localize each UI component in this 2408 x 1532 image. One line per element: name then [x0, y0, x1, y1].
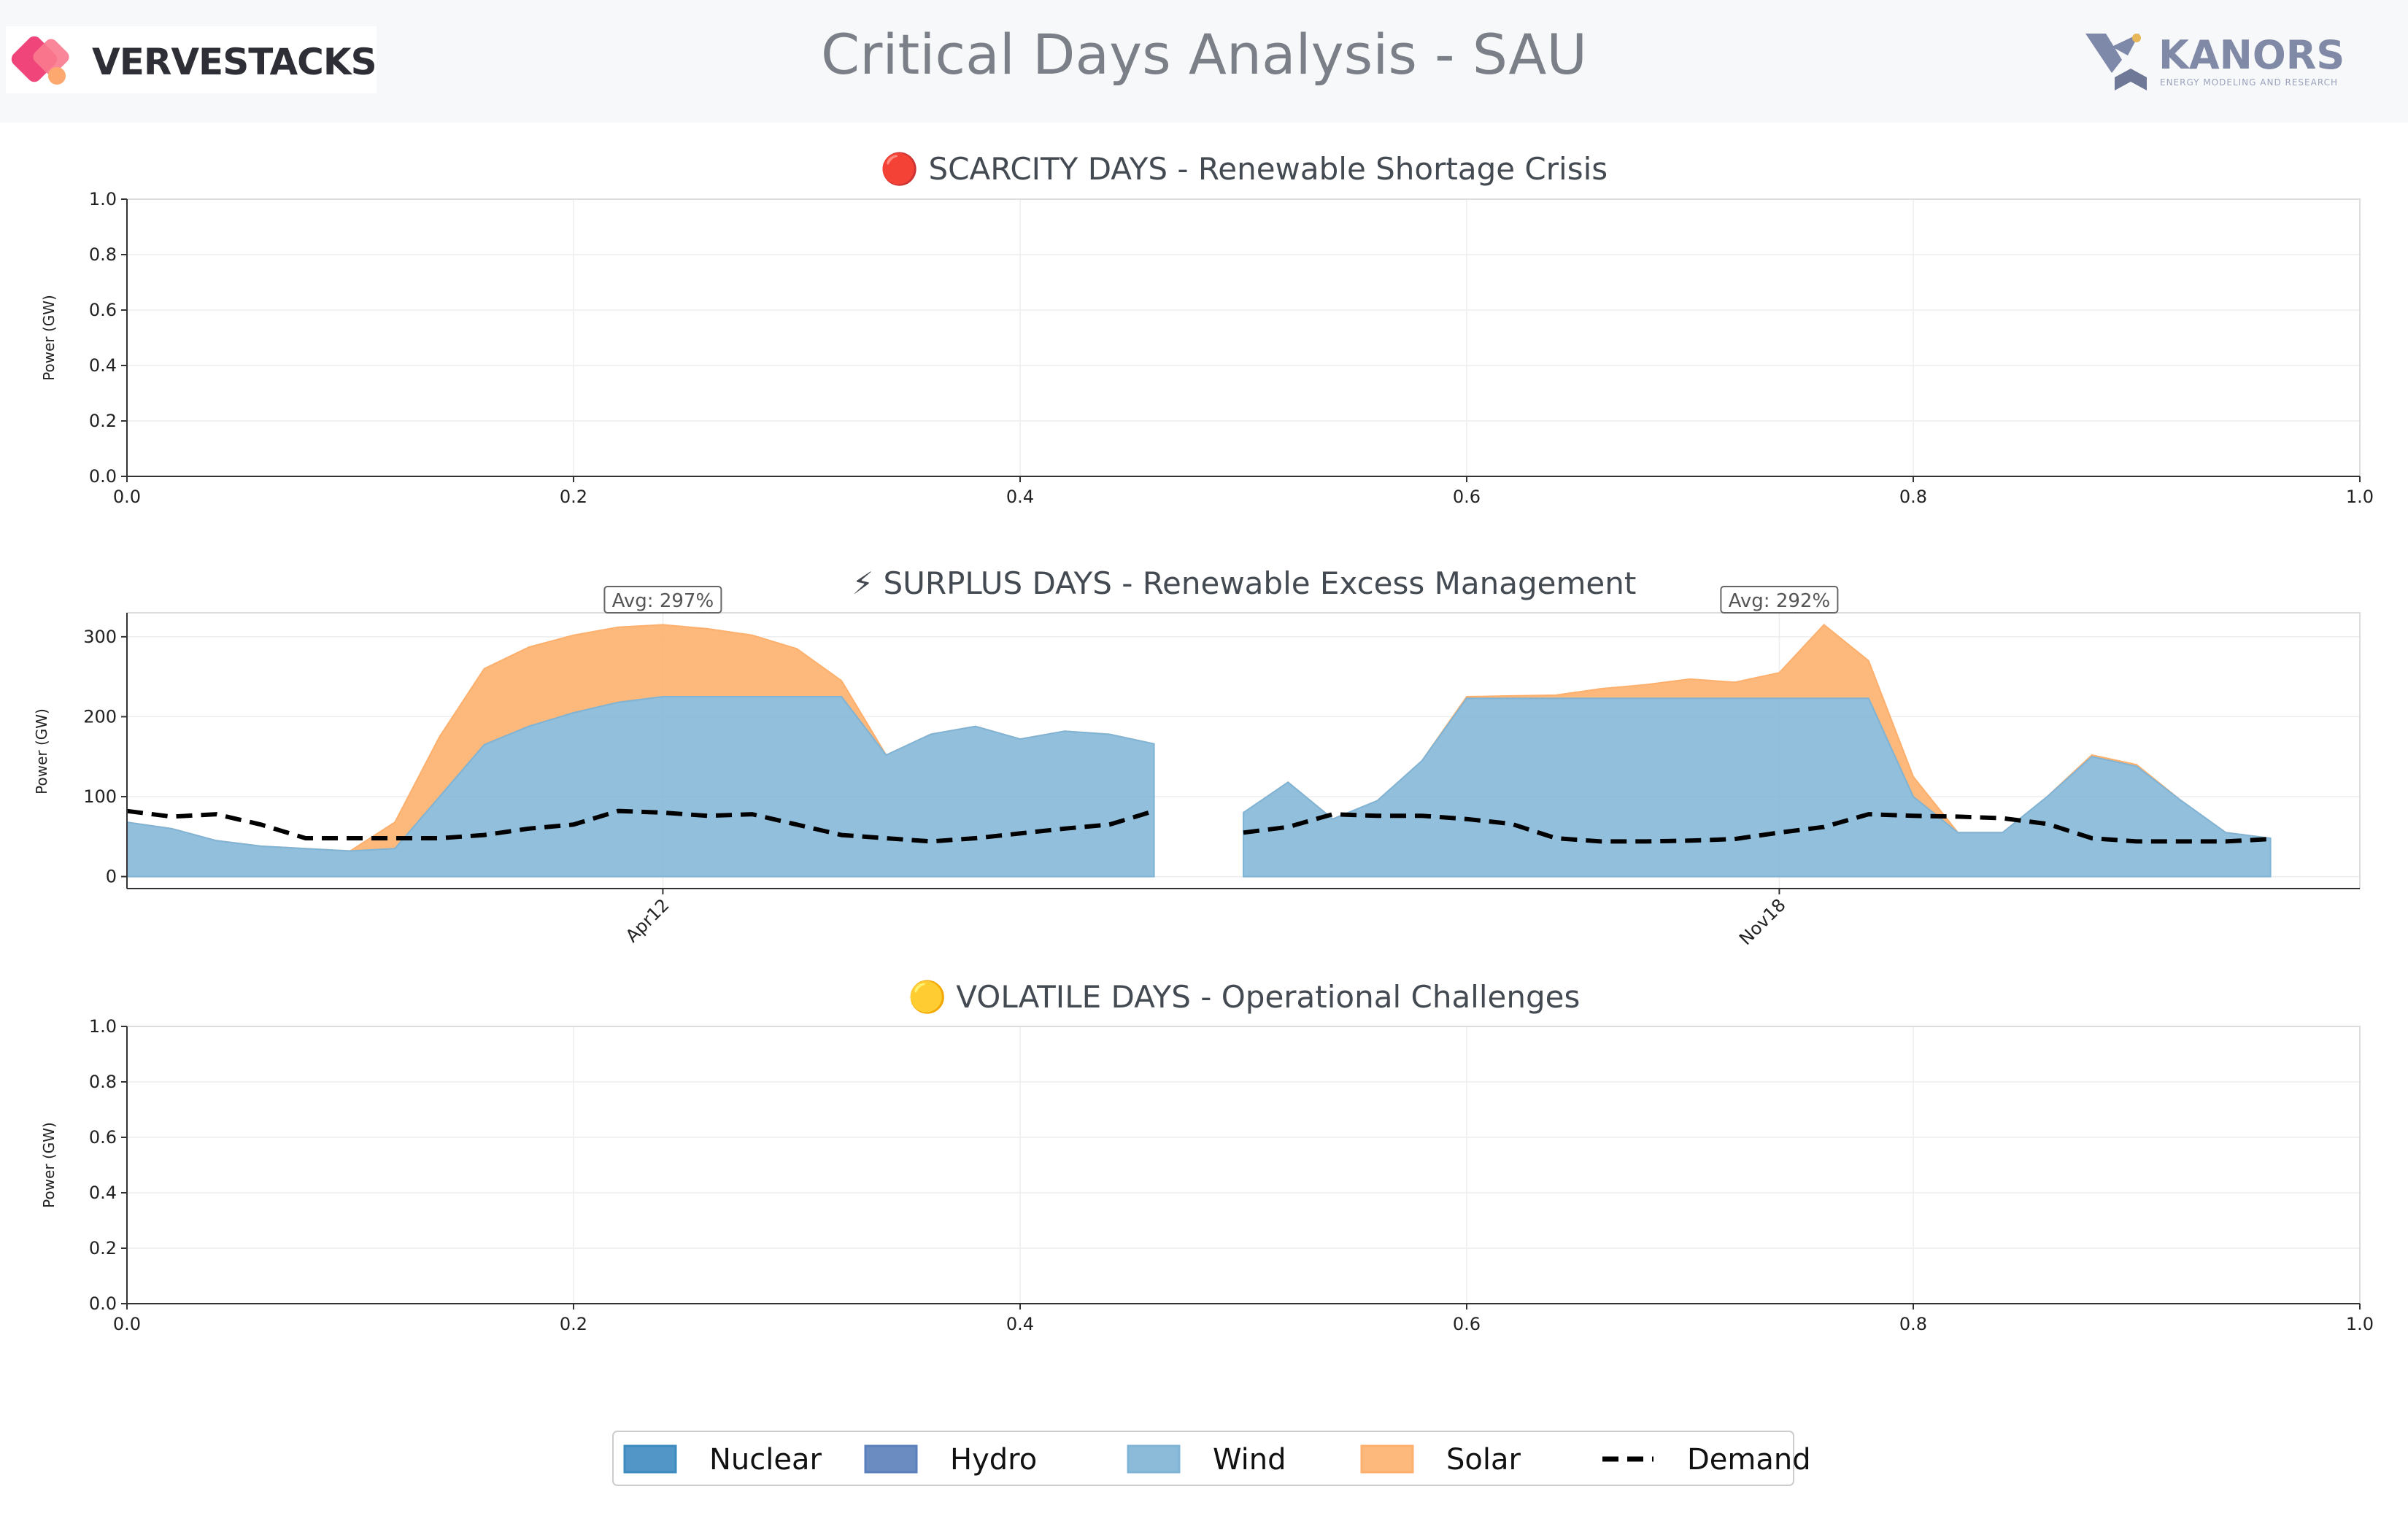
- volatile-ticks: 0.0 0.2 0.4 0.6 0.8 1.0 0.0 0.2 0.4 0.6 0.8 1.0: [89, 1016, 2374, 1334]
- vervestacks-logo: VERVESTACKS: [6, 26, 377, 93]
- legend-swatch-nuclear: [623, 1444, 677, 1474]
- vervestacks-logo-icon: [11, 36, 69, 85]
- volatile-x-tick-label: 0.4: [1006, 1314, 1034, 1334]
- scarcity-y-tick-label: 0.8: [89, 244, 117, 265]
- scarcity-y-axis-label: Power (GW): [40, 295, 58, 381]
- legend-label-nuclear: Nuclear: [709, 1443, 822, 1477]
- surplus-panel-title: ⚡ SURPLUS DAYS - Renewable Excess Manage…: [852, 565, 1637, 601]
- scarcity-y-tick-label: 1.0: [89, 189, 117, 209]
- surplus-y-tick-label: 300: [83, 627, 117, 647]
- surplus-avg-badge: [603, 586, 722, 614]
- volatile-y-tick-label: 0.4: [89, 1183, 117, 1203]
- scarcity-plot-frame: [126, 198, 2361, 477]
- volatile-plot-frame: [126, 1026, 2361, 1304]
- surplus-day-label: Nov18: [1735, 894, 1790, 949]
- volatile-x-tick-label: 0.0: [113, 1314, 141, 1334]
- surplus-areas: [126, 624, 2272, 878]
- volatile-y-tick-label: 0.8: [89, 1072, 117, 1092]
- legend-items: Nuclear Hydro Wind Solar Demand: [623, 1443, 1811, 1477]
- surplus-annotations: Avg: 297% Avg: 292%: [603, 586, 1839, 614]
- scarcity-x-tick-label: 0.0: [113, 487, 141, 507]
- volatile-x-tick-label: 0.6: [1453, 1314, 1481, 1334]
- scarcity-y-tick-label: 0.6: [89, 300, 117, 320]
- scarcity-x-tick-label: 0.8: [1899, 487, 1927, 507]
- legend-swatch-hydro: [864, 1444, 918, 1474]
- surplus-avg-label: Avg: 292%: [1729, 590, 1831, 612]
- surplus-y-axis-label: Power (GW): [33, 708, 50, 794]
- volatile-y-tick-label: 0.6: [89, 1127, 117, 1148]
- scarcity-x-tick-label: 0.2: [560, 487, 587, 507]
- scarcity-y-tick-label: 0.0: [89, 466, 117, 487]
- surplus-y-tick-label: 100: [83, 786, 117, 807]
- volatile-y-tick-label: 0.2: [89, 1238, 117, 1258]
- scarcity-panel-title: 🔴 SCARCITY DAYS - Renewable Shortage Cri…: [881, 151, 1608, 187]
- surplus-day-label: Apr12: [622, 894, 674, 946]
- scarcity-y-tick-label: 0.2: [89, 411, 117, 431]
- kanors-logo-tagline: ENERGY MODELING AND RESEARCH: [2160, 77, 2338, 88]
- page-title: Critical Days Analysis - SAU: [821, 22, 1587, 87]
- wind-area-day-1: [126, 696, 1155, 878]
- demand-line-day-1: [126, 808, 1155, 844]
- surplus-avg-badge: [1720, 586, 1839, 614]
- volatile-x-tick-label: 1.0: [2346, 1314, 2374, 1334]
- scarcity-y-tick-label: 0.4: [89, 355, 117, 376]
- surplus-demand-lines: [126, 808, 2271, 844]
- volatile-x-tick-label: 0.2: [560, 1314, 587, 1334]
- scarcity-x-tick-label: 0.6: [1453, 487, 1481, 507]
- legend-label-wind: Wind: [1213, 1443, 1286, 1477]
- scarcity-panel: 🔴 SCARCITY DAYS - Renewable Shortage Cri…: [40, 151, 2374, 507]
- scarcity-grid: [126, 198, 2361, 477]
- volatile-panel-title: 🟡 VOLATILE DAYS - Operational Challenges: [908, 979, 1581, 1015]
- legend-label-solar: Solar: [1446, 1443, 1521, 1477]
- volatile-x-tick-label: 0.8: [1899, 1314, 1927, 1334]
- kanors-logo: KANORS ENERGY MODELING AND RESEARCH: [2085, 29, 2348, 95]
- volatile-y-axis-label: Power (GW): [40, 1122, 58, 1208]
- volatile-panel: 🟡 VOLATILE DAYS - Operational Challenges…: [40, 979, 2374, 1334]
- surplus-y-tick-label: 200: [83, 706, 117, 727]
- kanors-logo-icon: [2085, 34, 2147, 90]
- scarcity-x-tick-label: 0.4: [1006, 487, 1034, 507]
- volatile-grid: [126, 1026, 2361, 1304]
- surplus-avg-label: Avg: 297%: [612, 590, 714, 612]
- legend-label-hydro: Hydro: [950, 1443, 1037, 1477]
- legend-swatch-wind: [1127, 1444, 1181, 1474]
- kanors-logo-text: KANORS: [2158, 32, 2345, 78]
- volatile-y-tick-label: 1.0: [89, 1016, 117, 1037]
- legend-label-demand: Demand: [1687, 1443, 1811, 1477]
- vervestacks-logo-text: VERVESTACKS: [92, 41, 377, 83]
- legend: Nuclear Hydro Wind Solar Demand: [612, 1431, 1811, 1486]
- volatile-y-tick-label: 0.0: [89, 1293, 117, 1314]
- wind-area-day-2: [1243, 697, 2272, 878]
- legend-swatch-solar: [1360, 1444, 1414, 1474]
- header: VERVESTACKS Critical Days Analysis - SAU…: [0, 0, 2408, 123]
- scarcity-ticks: 0.0 0.2 0.4 0.6 0.8 1.0 0.0 0.2 0.4 0.6 0.8 1.0: [89, 189, 2374, 507]
- surplus-panel: ⚡ SURPLUS DAYS - Renewable Excess Manage…: [33, 565, 2361, 949]
- scarcity-x-tick-label: 1.0: [2346, 487, 2374, 507]
- surplus-y-tick-label: 0: [106, 867, 117, 887]
